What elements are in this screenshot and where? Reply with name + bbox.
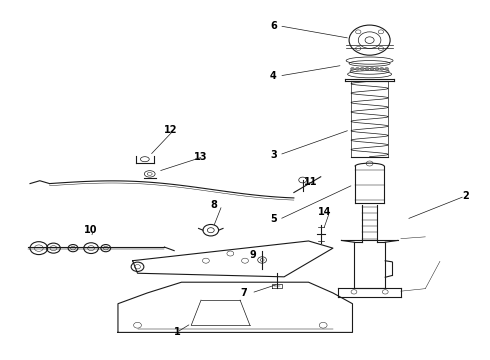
Text: 14: 14 xyxy=(318,207,332,217)
Circle shape xyxy=(350,67,354,70)
Text: 12: 12 xyxy=(164,125,178,135)
Circle shape xyxy=(380,67,384,70)
Text: 2: 2 xyxy=(463,191,469,201)
Text: 10: 10 xyxy=(84,225,98,235)
Circle shape xyxy=(385,67,389,70)
Text: 13: 13 xyxy=(194,152,207,162)
Circle shape xyxy=(375,67,379,70)
Text: 3: 3 xyxy=(270,150,277,160)
Text: 6: 6 xyxy=(270,21,277,31)
Text: 4: 4 xyxy=(270,71,277,81)
Text: 1: 1 xyxy=(174,327,181,337)
Text: 11: 11 xyxy=(304,177,317,187)
Circle shape xyxy=(365,67,369,70)
Circle shape xyxy=(355,67,359,70)
Circle shape xyxy=(370,67,374,70)
Text: 7: 7 xyxy=(240,288,247,298)
Text: 9: 9 xyxy=(250,250,257,260)
Text: 8: 8 xyxy=(211,200,218,210)
Circle shape xyxy=(360,67,364,70)
Text: 5: 5 xyxy=(270,215,277,224)
